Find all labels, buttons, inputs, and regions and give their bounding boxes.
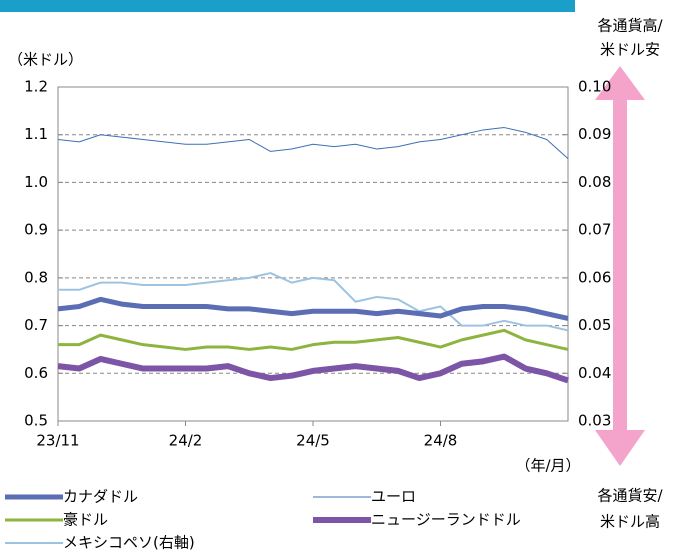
y-tick-label: 0.5 bbox=[24, 412, 48, 430]
series-line bbox=[58, 272, 569, 332]
y-tick-label: 1.1 bbox=[24, 125, 48, 143]
x-axis-label: （年/月） bbox=[515, 457, 580, 475]
y2-tick-label: 0.06 bbox=[578, 268, 611, 286]
series-line bbox=[57, 296, 569, 321]
y-tick-label: 0.7 bbox=[24, 316, 48, 334]
y-tick-label: 1.0 bbox=[24, 173, 48, 191]
annotation: 米ドル高 bbox=[600, 513, 660, 531]
x-tick-label: 23/11 bbox=[36, 432, 79, 450]
y-axis-label: （米ドル） bbox=[8, 51, 83, 69]
y2-tick-label: 0.05 bbox=[578, 316, 611, 334]
y2-tick-label: 0.09 bbox=[578, 125, 611, 143]
annotation: 各通貨安/ bbox=[597, 487, 663, 505]
y-tick-label: 0.8 bbox=[24, 268, 48, 286]
legend-label: ニュージーランドドル bbox=[371, 511, 521, 529]
legend-label: メキシコペソ(右軸) bbox=[63, 534, 195, 552]
y2-tick-label: 0.03 bbox=[578, 412, 611, 430]
x-tick-label: 24/8 bbox=[424, 432, 458, 450]
y-tick-label: 0.6 bbox=[24, 364, 48, 382]
series-line bbox=[58, 328, 569, 351]
series-line bbox=[57, 127, 569, 159]
x-tick-label: 24/2 bbox=[169, 432, 203, 450]
header-bar bbox=[0, 0, 575, 12]
legend-label: ユーロ bbox=[371, 488, 416, 506]
annotation: 各通貨高/ bbox=[597, 17, 663, 35]
direction-arrow bbox=[595, 66, 645, 466]
y2-tick-label: 0.08 bbox=[578, 173, 611, 191]
legend-label: 豪ドル bbox=[63, 511, 108, 529]
series-line bbox=[57, 353, 569, 384]
y2-tick-label: 0.10 bbox=[578, 78, 611, 96]
legend-label: カナダドル bbox=[63, 488, 138, 506]
y-tick-label: 1.2 bbox=[24, 78, 48, 96]
y2-tick-label: 0.07 bbox=[578, 221, 611, 239]
x-tick-label: 24/5 bbox=[296, 432, 330, 450]
annotation: 米ドル安 bbox=[600, 41, 660, 59]
y-tick-label: 0.9 bbox=[24, 221, 48, 239]
y2-tick-label: 0.04 bbox=[578, 364, 611, 382]
